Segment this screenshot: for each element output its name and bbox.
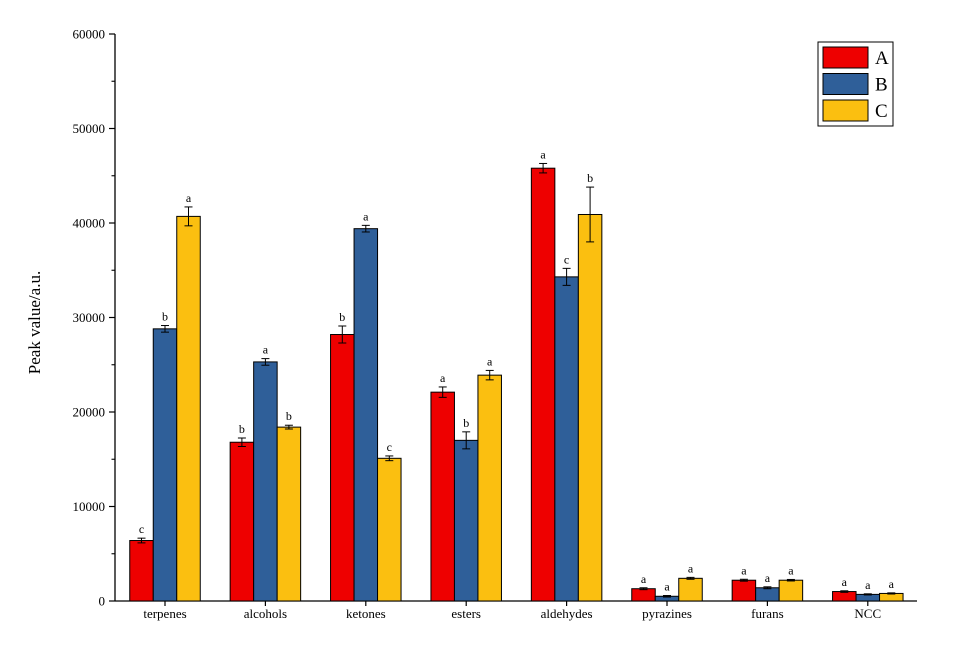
x-tick-label: alcohols xyxy=(244,606,287,621)
legend-label-A: A xyxy=(875,48,889,69)
significance-letter: a xyxy=(741,563,747,577)
y-tick-label: 0 xyxy=(99,594,106,609)
significance-letter: a xyxy=(889,577,895,591)
bar-A-pyrazines xyxy=(631,588,656,602)
y-tick-label: 60000 xyxy=(73,27,106,42)
significance-letter: a xyxy=(664,580,670,594)
bar-C-NCC xyxy=(879,592,904,602)
bar-A-esters xyxy=(430,391,455,602)
bar-A-NCC xyxy=(832,591,857,602)
bar-B-aldehydes xyxy=(554,276,579,602)
legend: ABC xyxy=(817,41,894,127)
x-tick-label: aldehydes xyxy=(541,606,593,621)
significance-letter: c xyxy=(139,522,144,536)
significance-letter: b xyxy=(286,409,292,423)
bars xyxy=(129,162,904,602)
bar-A-terpenes xyxy=(129,540,154,602)
x-tick-label: furans xyxy=(751,606,784,621)
x-tick-label: NCC xyxy=(854,606,881,621)
x-tick-label: terpenes xyxy=(143,606,186,621)
bar-A-aldehydes xyxy=(530,167,556,602)
legend-label-B: B xyxy=(875,75,888,96)
significance-letter: a xyxy=(487,354,493,368)
bar-C-esters xyxy=(477,374,502,602)
significance-letter: a xyxy=(186,191,192,205)
bar-A-ketones xyxy=(330,334,355,602)
significance-letter: b xyxy=(587,171,593,185)
significance-letter: a xyxy=(440,371,446,385)
y-tick-label: 10000 xyxy=(73,499,106,514)
bar-B-alcohols xyxy=(253,361,278,602)
bar-C-ketones xyxy=(377,457,402,602)
legend-swatch-B xyxy=(822,73,869,95)
labels: c b a b a b b a c a b a a c b a a a a a a a a a xyxy=(139,147,895,593)
y-axis-label: Peak value/a.u. xyxy=(25,271,44,374)
y-tick-label: 50000 xyxy=(73,121,106,136)
significance-letter: c xyxy=(387,440,392,454)
legend-label-C: C xyxy=(875,101,888,122)
x-tick-label: ketones xyxy=(346,606,386,621)
significance-letter: c xyxy=(564,252,569,266)
significance-letter: a xyxy=(363,209,369,223)
y-tick-label: 30000 xyxy=(73,310,106,325)
x-tick-label: esters xyxy=(451,606,481,621)
x-tick-label: pyrazines xyxy=(642,606,692,621)
bar-B-esters xyxy=(453,439,479,602)
bar-A-furans xyxy=(731,579,757,602)
significance-letter: b xyxy=(339,310,345,324)
bar-A-alcohols xyxy=(229,441,255,602)
significance-letter: a xyxy=(688,561,694,575)
bar-C-furans xyxy=(778,579,804,602)
significance-letter: a xyxy=(641,572,647,586)
bar-B-furans xyxy=(755,587,780,602)
significance-letter: a xyxy=(842,575,848,589)
y-tick-label: 40000 xyxy=(73,216,106,231)
legend-swatch-A xyxy=(822,46,869,69)
significance-letter: a xyxy=(765,571,771,585)
y-tick-label: 20000 xyxy=(73,405,106,420)
significance-letter: b xyxy=(463,416,469,430)
bar-C-terpenes xyxy=(176,215,201,602)
legend-swatch-C xyxy=(822,99,869,122)
axes: 0 10000 20000 30000 40000 50000 60000 Peak valu… xyxy=(25,27,917,621)
bar-C-pyrazines xyxy=(678,577,703,602)
bar-B-terpenes xyxy=(152,328,178,602)
significance-letter: a xyxy=(540,147,546,161)
bar-B-ketones xyxy=(353,228,379,602)
significance-letter: a xyxy=(865,578,871,592)
significance-letter: a xyxy=(788,563,794,577)
significance-letter: a xyxy=(263,343,269,357)
bar-C-alcohols xyxy=(276,426,302,602)
significance-letter: b xyxy=(162,310,168,324)
bar-C-aldehydes xyxy=(577,213,603,602)
significance-letter: b xyxy=(239,422,245,436)
